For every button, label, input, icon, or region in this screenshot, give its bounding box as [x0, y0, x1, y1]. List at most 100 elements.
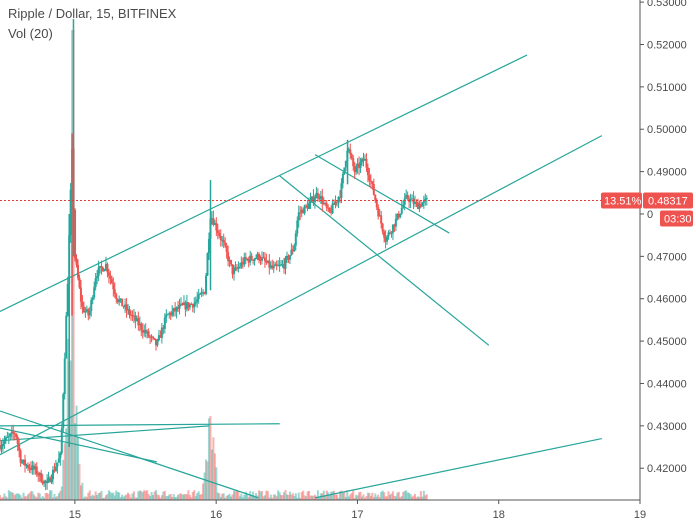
candle-body — [409, 199, 412, 202]
candle-body — [185, 302, 188, 310]
volume-bar — [4, 496, 7, 500]
candle-body — [159, 335, 162, 338]
candle-body — [266, 260, 269, 263]
candle-body — [32, 465, 35, 470]
candle-body — [13, 433, 16, 435]
volume-bar — [19, 495, 22, 500]
candle-body — [272, 266, 275, 269]
volume-bar — [403, 490, 406, 500]
candle-body — [3, 440, 6, 444]
volume-bar — [312, 495, 315, 500]
volume-bar — [260, 491, 263, 500]
volume-bar — [153, 491, 156, 500]
candle-body — [47, 477, 50, 481]
volume-bar — [291, 493, 294, 500]
candle-body — [207, 238, 210, 254]
candle-body — [299, 212, 302, 214]
volume-bar — [388, 494, 391, 500]
candle-body — [188, 303, 191, 308]
volume-bar — [409, 494, 412, 500]
candle-body — [60, 428, 63, 453]
volume-bar — [330, 491, 333, 500]
candle-body — [221, 239, 224, 241]
volume-bar — [331, 491, 334, 500]
volume-bar — [244, 491, 247, 500]
volume-bar — [31, 491, 34, 500]
volume-bar — [140, 491, 143, 500]
volume-bar — [271, 497, 274, 500]
candle-body — [66, 283, 69, 316]
candle-body — [171, 311, 174, 316]
candle-body — [146, 331, 149, 334]
volume-bar — [143, 490, 146, 500]
volume-bar — [310, 495, 313, 500]
volume-bar — [87, 492, 90, 500]
volume-bar — [135, 497, 138, 500]
x-axis-ticks: 15 16 17 18 19 — [69, 500, 646, 521]
candle-body — [12, 431, 15, 434]
candle-body — [350, 154, 353, 159]
candle-body — [240, 262, 243, 267]
chart-title: Ripple / Dollar, 15, BITFINEX — [8, 6, 177, 21]
volume-bar — [356, 495, 359, 500]
volume-bar — [359, 491, 362, 500]
y-tick-label: 0.50000 — [647, 124, 687, 136]
volume-bar — [128, 494, 131, 500]
candle-body — [359, 162, 362, 169]
y-tick-label: 0.44000 — [647, 378, 687, 390]
volume-bar — [210, 449, 213, 500]
price-badge-bg — [643, 192, 693, 209]
candle-body — [54, 466, 57, 471]
candle-body — [308, 203, 311, 209]
volume-bar — [53, 493, 56, 500]
volume-bar — [172, 494, 175, 500]
candle-body — [147, 331, 150, 337]
volume-bar — [415, 497, 418, 500]
volume-bar — [125, 494, 128, 500]
candle-body — [153, 337, 156, 340]
candle-body — [374, 194, 377, 201]
candle-body — [253, 258, 256, 261]
trendline-channel-upper — [0, 54, 528, 312]
volume-bar — [390, 493, 393, 500]
candle-body — [290, 249, 293, 256]
candle-body — [210, 218, 213, 220]
candle-body — [294, 233, 297, 246]
y-tick-label: 0.52000 — [647, 39, 687, 51]
candle-body — [302, 209, 305, 214]
y-axis-ticks: 0.42000 0.43000 0.44000 0.45000 0.46000 0.470… — [640, 0, 687, 475]
candle-body — [193, 303, 196, 308]
volume-bar — [347, 496, 350, 500]
volume-bar — [106, 494, 109, 500]
volume-bar — [272, 494, 275, 500]
volume-bar — [209, 416, 212, 500]
candle-body — [309, 199, 312, 204]
candle-body — [7, 436, 10, 438]
volume-bar — [54, 496, 57, 500]
volume-label: Vol (20) — [8, 26, 53, 41]
candle-body — [124, 304, 127, 308]
candle-body — [424, 198, 427, 201]
candle-body — [35, 466, 38, 475]
candle-body — [169, 313, 172, 316]
candle-body — [330, 211, 333, 214]
candle-body — [219, 235, 222, 240]
volume-bar — [97, 492, 100, 500]
candle-body — [378, 215, 381, 217]
candle-body — [394, 218, 397, 227]
volume-bar — [169, 493, 172, 500]
volume-bar — [346, 490, 349, 500]
volume-bar — [32, 494, 35, 500]
volume-bar — [341, 492, 344, 500]
volume-bar — [405, 490, 408, 500]
y-tick-label: 0.42000 — [647, 463, 687, 475]
candle-body — [277, 265, 280, 267]
candle-body — [127, 309, 130, 311]
candle-body — [87, 309, 90, 316]
volume-bar — [118, 492, 121, 500]
volume-bar — [196, 493, 199, 500]
candle-body — [230, 260, 233, 265]
volume-bar — [104, 495, 107, 500]
candle-body — [102, 267, 105, 272]
